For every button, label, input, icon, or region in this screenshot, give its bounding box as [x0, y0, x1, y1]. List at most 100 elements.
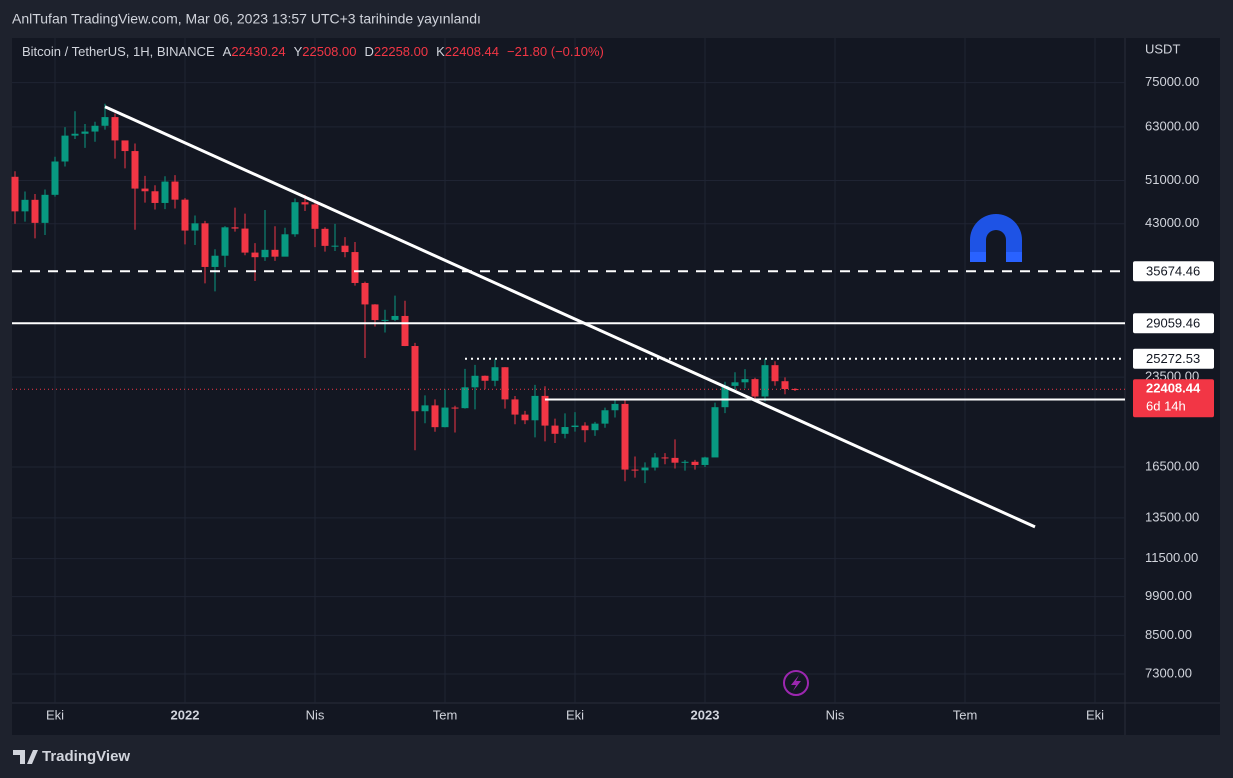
candle-body [161, 181, 169, 203]
candle-body [321, 228, 329, 246]
x-tick-label: Nis [826, 707, 845, 722]
candle-body [21, 199, 29, 212]
chart-area [12, 38, 1220, 735]
candle-body [691, 461, 699, 465]
price-line-label-bg [1133, 313, 1214, 334]
ohlc-value: 22430.24 [231, 44, 285, 59]
footer-brand: TradingView [42, 748, 130, 765]
candle-body [211, 255, 219, 267]
y-tick-label: 43000.00 [1145, 215, 1199, 230]
candle-body [761, 365, 769, 397]
candle-body [241, 228, 249, 253]
candle-body [141, 188, 149, 192]
candle-body [591, 423, 599, 431]
candle-body [181, 199, 189, 231]
lightning-icon [783, 670, 809, 696]
candle-body [71, 133, 79, 136]
marks [11, 103, 799, 484]
candle-body [631, 469, 639, 471]
candle-body [701, 457, 709, 465]
candle-body [61, 135, 69, 162]
candle-body [331, 245, 339, 247]
candle-body [351, 252, 359, 283]
candle-body [231, 227, 239, 229]
candle-body [461, 387, 469, 409]
candle-body [651, 457, 659, 468]
ohlc-key: A [223, 44, 232, 59]
y-tick-label: 7300.00 [1145, 665, 1192, 680]
candle-body [151, 191, 159, 203]
candle-body [361, 282, 369, 305]
ohlc-value: 22408.44 [445, 44, 499, 59]
candle-body [611, 403, 619, 411]
current-price-label: 22408.44 [1146, 381, 1201, 396]
y-tick-label: 8500.00 [1145, 627, 1192, 642]
price-line-label-bg [1133, 348, 1214, 369]
candle-body [41, 194, 49, 223]
candle-body [271, 249, 279, 257]
grid: 75000.0063000.0051000.0043000.0023500.00… [12, 38, 1199, 722]
candle-body [541, 395, 549, 426]
price-line-label-bg [1133, 261, 1214, 282]
candle-body [581, 425, 589, 431]
current-price-label-bg [1133, 379, 1214, 418]
x-tick-label: Nis [306, 707, 325, 722]
y-tick-label: 11500.00 [1145, 550, 1198, 565]
candle-body [431, 405, 439, 428]
candle-body [531, 395, 539, 421]
legend: Bitcoin / TetherUS, 1H, BINANCE A22430.24… [22, 44, 604, 59]
candle-body [771, 365, 779, 382]
tv-logo: TradingView [13, 748, 130, 765]
x-tick-label: Eki [1086, 707, 1104, 722]
candle-body [791, 389, 799, 391]
y-tick-label: 63000.00 [1145, 118, 1199, 133]
candle-body [121, 140, 129, 152]
candle-body [261, 249, 269, 258]
x-tick-label: Tem [433, 707, 458, 722]
candle-body [91, 125, 99, 132]
candle-body [291, 202, 299, 235]
candle-body [551, 425, 559, 434]
magnet-icon [970, 214, 1022, 262]
candle-body [411, 346, 419, 412]
price-line-label: 25272.53 [1146, 351, 1200, 366]
candle-body [371, 304, 379, 321]
candle-body [601, 410, 609, 424]
candle-body [501, 367, 509, 400]
candle-body [111, 117, 119, 141]
ohlc: A22430.24 Y22508.00 D22258.00 K22408.44 [223, 44, 499, 59]
candle-body [391, 315, 399, 320]
ohlc-value: 22508.00 [302, 44, 356, 59]
candle-body [641, 467, 649, 471]
candle-body [11, 176, 19, 212]
x-tick-label: Tem [953, 707, 978, 722]
x-tick-label: 2022 [171, 707, 200, 722]
candle-body [51, 161, 59, 195]
candle-body [171, 181, 179, 200]
candle-body [491, 367, 499, 381]
candle-body [711, 407, 719, 458]
y-tick-label: 16500.00 [1145, 458, 1199, 473]
candle-body [191, 223, 199, 231]
candle-body [281, 234, 289, 257]
candle-body [561, 427, 569, 434]
candle-body [221, 227, 229, 256]
candle-body [671, 457, 679, 463]
candle-body [421, 405, 429, 412]
countdown-label: 6d 14h [1146, 399, 1186, 414]
y-tick-label: 75000.00 [1145, 74, 1199, 89]
candle-body [751, 379, 759, 397]
unit-label: USDT [1145, 41, 1180, 56]
x-tick-label: 2023 [691, 707, 720, 722]
candle-body [731, 382, 739, 386]
candle-body [31, 199, 39, 223]
candle-body [381, 319, 389, 321]
candle-body [401, 315, 409, 347]
change: −21.80 (−0.10%) [507, 44, 604, 59]
candle-body [341, 245, 349, 253]
symbol-title: Bitcoin / TetherUS, 1H, BINANCE [22, 44, 215, 59]
overlay: 35674.4629059.4625272.5321524.1322408.44… [12, 105, 1214, 529]
candle-body [471, 375, 479, 388]
candle-body [661, 457, 669, 459]
candle-body [441, 407, 449, 428]
